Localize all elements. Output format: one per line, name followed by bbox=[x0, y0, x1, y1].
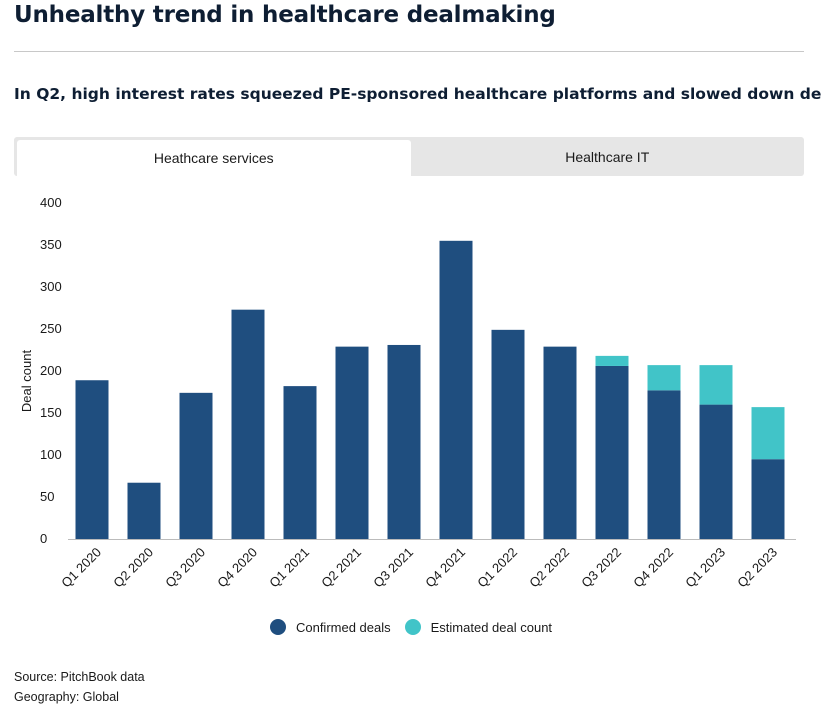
x-tick-label: Q1 2020 bbox=[58, 545, 104, 591]
bar-confirmed bbox=[179, 392, 213, 539]
y-tick-label: 0 bbox=[40, 531, 47, 546]
bar-confirmed bbox=[127, 482, 161, 539]
x-tick-label: Q4 2020 bbox=[214, 545, 260, 591]
x-tick-label: Q2 2021 bbox=[318, 545, 364, 591]
bar-estimated bbox=[595, 355, 629, 366]
bar-confirmed bbox=[595, 365, 629, 539]
y-axis-label: Deal count bbox=[19, 350, 34, 413]
bar-confirmed bbox=[231, 309, 265, 539]
bar-confirmed bbox=[491, 329, 525, 539]
y-tick-label: 150 bbox=[40, 405, 62, 420]
y-tick-label: 400 bbox=[40, 195, 62, 210]
y-tick-label: 200 bbox=[40, 363, 62, 378]
bar-estimated bbox=[699, 365, 733, 405]
x-tick-label: Q2 2020 bbox=[110, 545, 156, 591]
x-tick-label: Q1 2022 bbox=[474, 545, 520, 591]
bar-confirmed bbox=[699, 404, 733, 539]
x-tick-label: Q3 2020 bbox=[162, 545, 208, 591]
bar-confirmed bbox=[647, 390, 681, 539]
bar-estimated bbox=[647, 365, 681, 391]
x-tick-label: Q4 2022 bbox=[630, 545, 676, 591]
tab-healthcare-it[interactable]: Healthcare IT bbox=[565, 148, 650, 165]
legend-label-confirmed: Confirmed deals bbox=[295, 619, 391, 635]
bar-chart: 0 50 100 150 200 250 300 350 400 Deal count Q1 202… bbox=[19, 195, 796, 591]
source-note: Source: PitchBook data bbox=[14, 670, 145, 684]
legend: Confirmed deals Estimated deal count bbox=[0, 619, 822, 635]
x-tick-label: Q1 2021 bbox=[266, 545, 312, 591]
tab-healthcare-services[interactable]: Heathcare services bbox=[17, 140, 411, 176]
legend-swatch-estimated bbox=[404, 619, 421, 635]
y-tick-label: 100 bbox=[40, 447, 62, 462]
bar-confirmed bbox=[387, 344, 421, 539]
x-tick-label: Q2 2023 bbox=[734, 545, 780, 591]
legend-swatch-confirmed bbox=[269, 619, 286, 635]
x-tick-label: Q2 2022 bbox=[526, 545, 572, 591]
bar-estimated bbox=[751, 407, 785, 460]
y-tick-label: 50 bbox=[40, 489, 54, 504]
y-tick-label: 350 bbox=[40, 237, 62, 252]
legend-item-confirmed[interactable]: Confirmed deals bbox=[269, 619, 391, 635]
legend-label-estimated: Estimated deal count bbox=[430, 619, 553, 635]
y-tick-label: 250 bbox=[40, 321, 62, 336]
bar-confirmed bbox=[335, 346, 369, 539]
x-tick-label: Q3 2021 bbox=[370, 545, 416, 591]
tab-bar: Heathcare services Healthcare IT bbox=[14, 137, 804, 176]
x-tick-label: Q1 2023 bbox=[682, 545, 728, 591]
bar-confirmed bbox=[75, 380, 109, 539]
y-tick-label: 300 bbox=[40, 279, 62, 294]
geography-note: Geography: Global bbox=[14, 690, 119, 704]
legend-item-estimated[interactable]: Estimated deal count bbox=[404, 619, 553, 635]
title-divider bbox=[14, 51, 804, 52]
bar-confirmed bbox=[439, 240, 473, 540]
x-tick-label: Q3 2022 bbox=[578, 545, 624, 591]
chart-title: Unhealthy trend in healthcare dealmaking bbox=[14, 2, 556, 28]
x-tick-label: Q4 2021 bbox=[422, 545, 468, 591]
bar-confirmed bbox=[751, 459, 785, 539]
bar-confirmed bbox=[283, 386, 317, 539]
bar-confirmed bbox=[543, 346, 577, 539]
chart-subtitle: In Q2, high interest rates squeezed PE-s… bbox=[14, 85, 822, 103]
